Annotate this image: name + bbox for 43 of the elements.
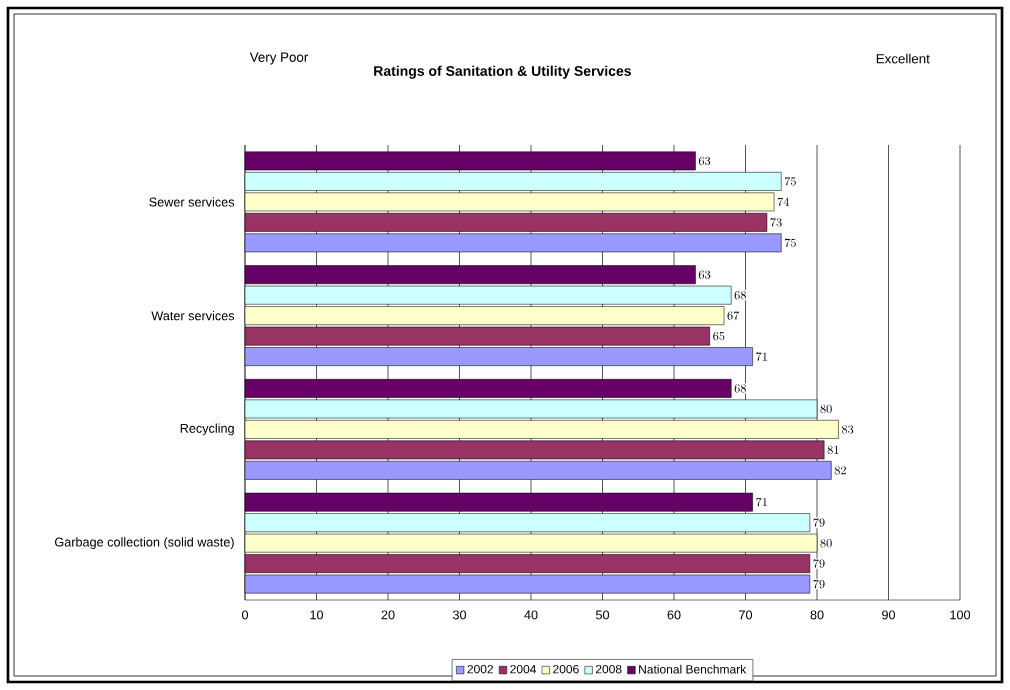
- x-tick-label: 20: [381, 610, 395, 620]
- y-tick-label: Recycling: [180, 423, 234, 436]
- data-label: 75: [784, 177, 796, 186]
- data-label: 79: [813, 559, 825, 568]
- x-tick-label: 30: [452, 610, 467, 620]
- data-label: 71: [756, 352, 767, 361]
- x-tick-label: 0: [241, 610, 249, 620]
- legend-label: 2004: [510, 664, 537, 674]
- data-label: 71: [756, 497, 767, 507]
- data-label: 68: [734, 384, 746, 393]
- data-label: 65: [713, 331, 725, 341]
- legend-label: 2002: [467, 664, 493, 674]
- legend-label: 2008: [595, 664, 622, 674]
- data-label: 83: [841, 425, 854, 434]
- data-label: 63: [698, 270, 711, 279]
- x-tick-label: 100: [950, 610, 971, 620]
- data-label: 81: [827, 445, 839, 454]
- data-label: 63: [698, 156, 711, 166]
- data-label: 74: [777, 197, 790, 207]
- data-label: 80: [820, 539, 832, 548]
- x-tick-label: 90: [882, 610, 896, 620]
- x-tick-label: 40: [524, 610, 538, 620]
- x-tick-label: 80: [810, 610, 824, 620]
- legend-label: 2006: [553, 664, 579, 674]
- x-tick-label: 70: [739, 610, 753, 620]
- data-label: 75: [784, 238, 796, 247]
- y-tick-label: Sewer services: [149, 197, 235, 207]
- data-label: 73: [770, 218, 782, 227]
- chart-title: Ratings of Sanitation & Utility Services: [374, 65, 631, 79]
- data-label: 80: [820, 404, 832, 414]
- y-tick-label: Garbage collection (solid waste): [54, 537, 234, 550]
- text: Very Poor: [249, 52, 309, 65]
- data-label: 67: [727, 311, 740, 320]
- text: Excellent: [876, 53, 930, 64]
- data-label: 68: [734, 291, 746, 300]
- legend-label: National Benchmark: [639, 664, 747, 674]
- data-label: 79: [813, 579, 825, 589]
- data-label: 79: [813, 518, 825, 527]
- x-tick-label: 10: [310, 610, 324, 620]
- x-tick-label: 50: [595, 610, 610, 620]
- y-tick-label: Water services: [151, 310, 235, 321]
- x-tick-label: 60: [667, 610, 681, 620]
- data-label: 82: [834, 466, 846, 475]
